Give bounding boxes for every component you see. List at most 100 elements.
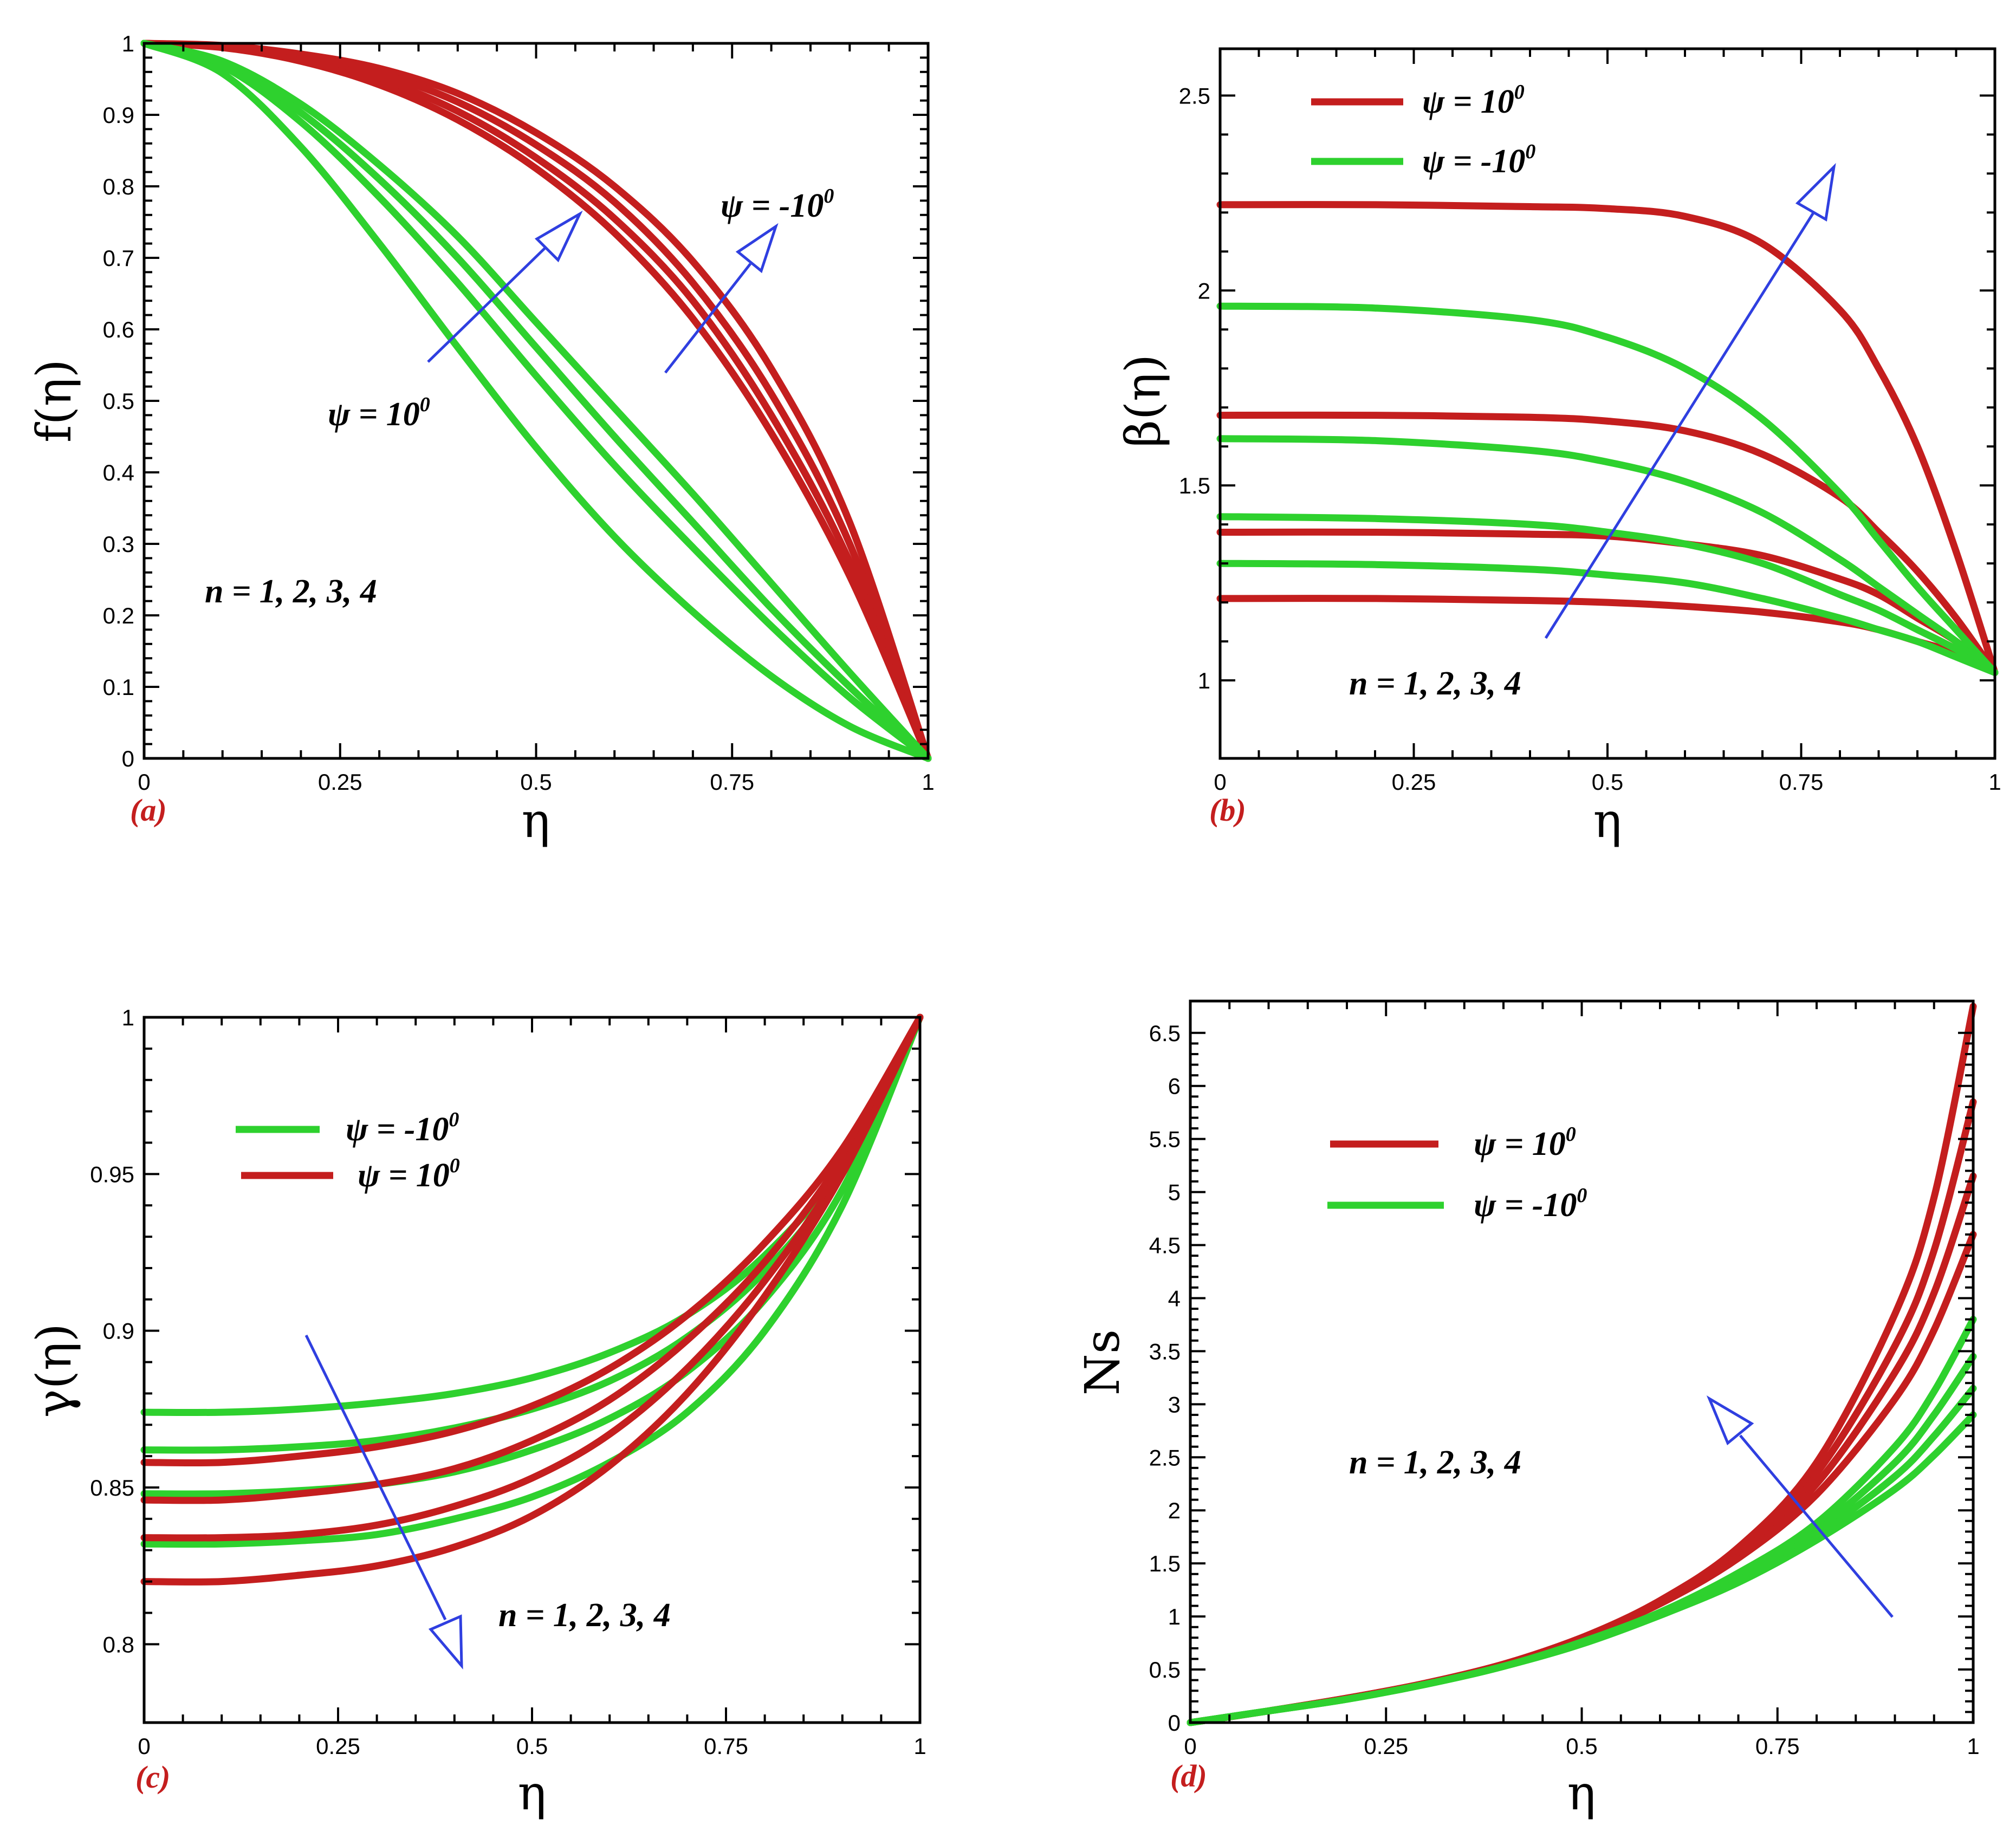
panel-a-series-red-4 [140,40,932,762]
panel-c-series-red-5 [140,1014,924,1467]
panel-d-arrow [1706,1395,1894,1618]
panel-a-series-green-6 [140,40,932,762]
panel-d-legend-item-green: ψ = -100 [1327,1184,1587,1224]
panel-d-ytick-label: 6 [1168,1074,1181,1099]
panel-b-series-green-5 [1216,560,1999,677]
panel-a-ytick-label: 0.1 [103,674,134,700]
panel-b-ytick-label: 1 [1198,668,1210,693]
panel-b-xtick-label: 1 [1988,769,2001,795]
panel-a-ytick-label: 0.9 [103,102,134,128]
panel-c-n-annotation: n = 1, 2, 3, 4 [498,1597,671,1634]
panel-a-ytick-label: 0 [122,746,134,771]
panel-d-ytick-label: 2.5 [1149,1445,1181,1470]
panel-d-ylabel: Ns [1074,1329,1130,1395]
panel-d-legend-item-red: ψ = 100 [1330,1123,1576,1162]
panel-d-ytick-label: 0.5 [1149,1657,1181,1682]
panel-a-xtick-label: 0.5 [520,769,552,795]
panel-a: 0 0.25 0.5 0.75 1 0 0.1 0.2 0.3 0.4 0.5 0.6 0.7 0.8 0.… [26,31,935,848]
panel-d-ytick-label: 4.5 [1149,1233,1181,1258]
panel-c-ytick-label: 0.8 [103,1632,134,1657]
panel-c-ytick-label: 0.9 [103,1318,134,1344]
panel-b-ytick-label: 1.5 [1179,473,1210,498]
panel-b-ylabel: β(η) [1115,354,1171,447]
panel-a-label: (a) [130,792,167,828]
panel-a-xlabel: η [522,792,550,848]
panel-d-series-red-1 [1187,1231,1977,1726]
panel-d-ytick-label: 1.5 [1149,1551,1181,1576]
panel-d-ticks: 0 0.25 0.5 0.75 1 0 0.5 1 1.5 2 2.5 3 3.5 4 4.5 5 5.5 6 6.… [1149,1001,1980,1759]
panel-d-n-annotation: n = 1, 2, 3, 4 [1349,1444,1521,1481]
panel-b-ytick-label: 2.5 [1179,83,1210,108]
panel-a-ytick-label: 0.2 [103,603,134,628]
panel-b-frame [1218,47,1996,760]
panel-d-xtick-label: 0.75 [1755,1733,1800,1759]
svg-text:ψ = -100: ψ = -100 [1474,1184,1587,1224]
panel-b-legend: ψ = 100 ψ = -100 [1311,81,1535,180]
panel-b-series-red-3 [1216,411,1999,677]
panel-a-ylabel: f(η) [26,359,82,443]
panel-a-frame [142,42,930,760]
panel-a-ytick-label: 0.5 [103,388,134,414]
panel-c-xtick-label: 0 [138,1733,150,1759]
panel-d-frame [1189,999,1975,1724]
panel-a-arrow-green [427,210,583,363]
panel-c-xtick-label: 1 [913,1733,926,1759]
panel-c-series-red-8 [140,1014,924,1586]
panel-d-ytick-label: 5.5 [1149,1127,1181,1152]
panel-b-legend-item-green: ψ = -100 [1311,140,1535,180]
svg-text:ψ = 100: ψ = 100 [1474,1123,1576,1162]
panel-a-ytick-label: 0.4 [103,460,134,485]
panel-b-series-green-6 [1216,513,1999,677]
panel-b-series [1216,201,1999,677]
panel-b-label: (b) [1209,792,1246,828]
panel-c-ytick-label: 0.85 [90,1475,134,1500]
panel-b-xtick-label: 0 [1214,769,1226,795]
panel-b-legend-item-red: ψ = 100 [1311,81,1525,120]
panel-d-ytick-label: 3 [1168,1392,1181,1417]
panel-d-label: (d) [1170,1758,1207,1794]
panel-b-series-red-4 [1216,201,1999,677]
panel-a-ytick-label: 0.6 [103,317,134,342]
panel-b-series-green-7 [1216,435,1999,677]
panel-d-ytick-label: 2 [1168,1498,1181,1523]
panel-a-ytick-label: 0.3 [103,531,134,557]
panel-c-ytick-label: 1 [122,1005,134,1030]
panel-b-xlabel: η [1593,792,1622,848]
panel-c-frame [142,1016,922,1724]
panel-d-series-green-6 [1187,1385,1977,1726]
panel-a-xtick-label: 0.75 [710,769,754,795]
panel-d-series [1187,1003,1977,1726]
panel-d-series-green-8 [1187,1316,1977,1726]
panel-c-label: (c) [135,1759,170,1795]
panel-c-xlabel: η [518,1765,547,1821]
panel-b: 0 0.25 0.5 0.75 1 1 1.5 2 2.5 η β(η) (b) n = 1, … [1115,47,2001,848]
panel-a-series-green-5 [140,40,932,762]
panel-b-xtick-label: 0.75 [1779,769,1824,795]
panel-c-xtick-label: 0.5 [516,1733,548,1759]
panel-b-ytick-label: 2 [1198,278,1210,303]
panel-b-xtick-label: 0.5 [1592,769,1623,795]
panel-c-series-green-3 [140,1014,924,1498]
panel-a-ticks: 0 0.25 0.5 0.75 1 0 0.1 0.2 0.3 0.4 0.5 0.6 0.7 0.8 0.… [103,31,935,795]
svg-text:ψ = 100: ψ = 100 [358,1154,460,1194]
svg-text:ψ = -100: ψ = -100 [346,1108,459,1148]
panel-c-series-red-6 [140,1014,924,1504]
panel-d-ytick-label: 4 [1168,1285,1181,1311]
panel-a-ytick-label: 0.8 [103,174,134,199]
panel-d-legend: ψ = 100 ψ = -100 [1327,1123,1587,1224]
panel-d-series-red-4 [1187,1003,1977,1726]
panel-c-xtick-label: 0.25 [316,1733,360,1759]
panel-c-xtick-label: 0.75 [704,1733,748,1759]
panel-a-series [140,40,932,762]
panel-c: 0 0.25 0.5 0.75 10.80.850.90.951 η γ(η) (c) … [26,1005,926,1821]
panel-a-series-green-7 [140,40,932,762]
panel-d-series-green-5 [1187,1411,1977,1726]
panel-b-n-annotation: n = 1, 2, 3, 4 [1349,665,1521,702]
panel-d-ytick-label: 1 [1168,1604,1181,1629]
panel-c-series-red-7 [140,1014,924,1542]
panel-c-arrow [304,1334,463,1669]
panel-d-ytick-label: 0 [1168,1710,1181,1736]
panel-d: 0 0.25 0.5 0.75 1 0 0.5 1 1.5 2 2.5 3 3.5 4 4.5 5 5.5 6 6.… [1074,999,1980,1821]
panel-a-xtick-label: 1 [922,769,934,795]
